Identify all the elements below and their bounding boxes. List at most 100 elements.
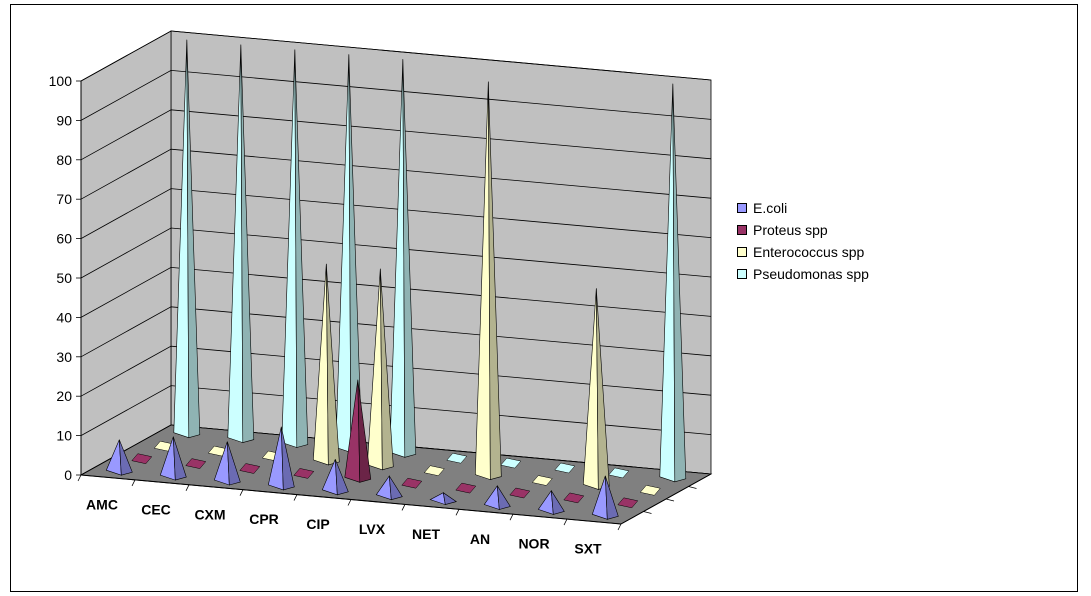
gridline: [80, 306, 712, 358]
cone-proteus-spp: [509, 487, 531, 499]
y-tick-label: 10: [56, 428, 72, 444]
cone-face-dark: [335, 459, 349, 496]
legend-swatch-enterococcus: [737, 247, 747, 257]
cone-enterococcus-spp: [423, 465, 445, 476]
x-axis-tick: [293, 494, 298, 501]
cone-enterococcus-spp: [582, 288, 610, 490]
depth-tick: [665, 498, 675, 502]
cone-pseudomonas-spp: [500, 457, 522, 469]
y-axis-tick-labels: 0 10 20 30 40 50 60 70 80 90 100: [49, 73, 81, 483]
cone-e-coli: [159, 436, 187, 481]
x-axis-tick-labels: AMC CEC CXM CPR CIP LVX NET AN NOR SXT: [86, 496, 602, 556]
y-tick-label: 90: [56, 112, 72, 128]
cone-enterococcus-spp: [639, 485, 661, 496]
cone-pseudomonas-spp: [227, 44, 255, 444]
cone-face-dark: [497, 485, 511, 510]
zero-marker: [563, 492, 585, 504]
cone-pseudomonas-spp: [608, 467, 630, 479]
cone-face-dark: [186, 39, 201, 439]
y-tick-label: 30: [56, 349, 72, 365]
cone-proteus-spp: [563, 492, 585, 504]
legend-item-ecoli: E.coli: [737, 197, 869, 219]
zero-marker: [446, 452, 468, 464]
cone-e-coli: [213, 441, 241, 486]
cone-pseudomonas-spp: [554, 462, 576, 474]
cone-e-coli: [483, 484, 511, 510]
chart-frame: 0 10 20 30 40 50 60 70 80 90 100 AMC CEC CXM CPR CIP LV…: [10, 4, 1078, 592]
x-axis-tick: [455, 509, 460, 516]
x-tick-label: NOR: [518, 536, 549, 552]
chart-cones: [105, 39, 687, 520]
cone-pseudomonas-spp: [281, 49, 309, 448]
chart-depth-lines: [643, 486, 697, 514]
cone-e-coli: [375, 475, 403, 501]
cone-pseudomonas-spp: [659, 83, 687, 483]
cone-face-dark: [389, 475, 403, 501]
cone-pseudomonas-spp: [173, 39, 201, 439]
cone-face-dark: [173, 436, 187, 481]
gridline: [80, 69, 712, 121]
y-tick-label: 0: [64, 467, 72, 483]
cone-pseudomonas-spp: [446, 452, 468, 464]
cone-e-coli: [537, 489, 565, 515]
cone-proteus-spp: [185, 458, 207, 469]
gridline: [80, 345, 712, 397]
cone-e-coli: [591, 475, 619, 520]
legend-item-pseudomonas: Pseudomonas spp: [737, 263, 869, 285]
cone-proteus-spp: [131, 453, 153, 464]
cone-face-dark: [227, 441, 241, 486]
zero-marker: [509, 487, 531, 499]
cone-face-dark: [487, 81, 502, 480]
gridline: [80, 109, 712, 161]
x-axis-tick: [563, 518, 568, 526]
chart-gridlines: [80, 30, 712, 476]
cone-e-coli: [429, 492, 458, 506]
gridline: [80, 188, 712, 239]
gridline: [80, 266, 712, 318]
legend-swatch-proteus: [737, 225, 747, 235]
zero-marker: [554, 462, 576, 474]
x-tick-label: CXM: [194, 506, 225, 522]
zero-marker: [401, 477, 423, 489]
x-tick-label: CEC: [141, 501, 171, 517]
zero-marker: [423, 465, 445, 476]
cone-proteus-spp: [401, 477, 423, 489]
zero-marker: [185, 458, 207, 469]
y-tick-label: 20: [56, 388, 72, 404]
cone-e-coli: [105, 439, 133, 476]
cone-e-coli: [267, 426, 295, 491]
x-axis-tick: [617, 523, 622, 531]
y-tick-label: 40: [56, 309, 72, 325]
x-tick-label: SXT: [574, 541, 602, 557]
x-axis-tick: [131, 479, 136, 487]
y-tick-label: 60: [56, 231, 72, 247]
legend-item-enterococcus: Enterococcus spp: [737, 241, 869, 263]
zero-marker: [239, 463, 261, 474]
cone-e-coli: [321, 459, 349, 496]
legend-label-enterococcus: Enterococcus spp: [753, 244, 865, 260]
chart-legend: E.coli Proteus spp Enterococcus spp Pseu…: [737, 197, 869, 285]
cone-face-dark: [119, 439, 133, 476]
legend-label-ecoli: E.coli: [753, 200, 788, 216]
cone-face-dark: [605, 475, 619, 520]
legend-label-pseudomonas: Pseudomonas spp: [753, 266, 869, 282]
x-tick-label: CPR: [249, 511, 279, 527]
cone-proteus-spp: [293, 468, 315, 479]
cone-face-dark: [281, 426, 295, 491]
y-tick-label: 70: [56, 191, 72, 207]
zero-marker: [531, 475, 553, 486]
y-tick-label: 80: [56, 152, 72, 168]
x-axis-tick: [185, 484, 190, 491]
cone-proteus-spp: [344, 379, 372, 483]
cone-face-dark: [357, 379, 372, 483]
depth-tick: [688, 486, 697, 489]
zero-marker: [455, 482, 477, 494]
x-tick-label: AMC: [86, 496, 118, 512]
gridline: [80, 30, 712, 82]
zero-marker: [639, 485, 661, 496]
zero-marker: [293, 468, 315, 479]
cone-face-dark: [402, 59, 417, 458]
cone-face-dark: [672, 83, 687, 483]
x-tick-label: LVX: [359, 521, 386, 537]
cone-pseudomonas-spp: [389, 59, 417, 458]
